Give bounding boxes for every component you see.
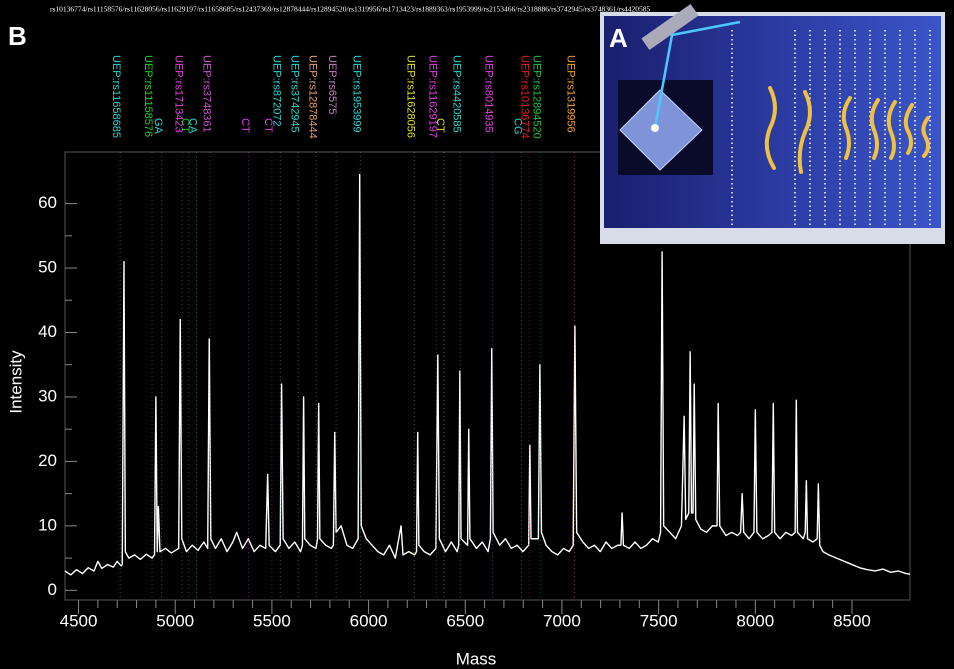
y-tick-label: 30 xyxy=(38,386,57,405)
marker-label: UEP:rs6575 xyxy=(326,55,338,114)
marker-label: UEP:rs12878444 xyxy=(306,55,318,139)
laser-spot xyxy=(651,124,659,132)
x-tick-label: 4500 xyxy=(60,611,98,630)
inset-label: A xyxy=(609,23,628,53)
marker-label: CA xyxy=(187,118,199,134)
x-tick-label: 8500 xyxy=(833,611,871,630)
x-tick-label: 7500 xyxy=(640,611,678,630)
y-tick-label: 0 xyxy=(48,580,57,599)
x-tick-label: 5000 xyxy=(156,611,194,630)
x-tick-label: 6000 xyxy=(350,611,388,630)
chart: rs10136774/rs11158576/rs11628056/rs11629… xyxy=(0,0,954,669)
x-tick-label: 7000 xyxy=(543,611,581,630)
marker-label: UEP:rs4420585 xyxy=(450,55,462,133)
marker-label: CG xyxy=(511,118,523,135)
y-tick-label: 60 xyxy=(38,193,57,212)
y-tick-label: 50 xyxy=(38,258,57,277)
marker-label: UEP:rs3742945 xyxy=(288,55,300,133)
marker-label: UEP:rs1319956 xyxy=(564,55,576,133)
marker-label: UEP:rs3748361 xyxy=(200,55,212,133)
panel-label: B xyxy=(8,21,27,51)
marker-label: UEP:rs872072 xyxy=(270,55,282,127)
x-tick-label: 8000 xyxy=(736,611,774,630)
marker-label: UEP:rs11658685 xyxy=(110,55,122,138)
x-axis-label: Mass xyxy=(456,649,497,668)
marker-label: CT xyxy=(239,118,251,133)
x-tick-label: 5500 xyxy=(253,611,291,630)
x-tick-label: 6500 xyxy=(446,611,484,630)
marker-label: UEP:rs1953999 xyxy=(350,55,362,133)
y-axis-label: Intensity xyxy=(6,350,25,414)
marker-label: GA xyxy=(152,118,164,135)
y-tick-label: 20 xyxy=(38,451,57,470)
y-tick-label: 10 xyxy=(38,515,57,534)
y-tick-label: 40 xyxy=(38,322,57,341)
marker-label: UEP:rs8014935 xyxy=(482,55,494,133)
marker-label: CT xyxy=(262,118,274,133)
marker-label: CT xyxy=(434,118,446,133)
header-text: rs10136774/rs11158576/rs11628056/rs11629… xyxy=(50,5,651,14)
marker-label: UEP:rs11628056 xyxy=(404,55,416,138)
marker-label: UEP:rs12894520 xyxy=(530,55,542,139)
inset-image: A xyxy=(600,4,945,244)
